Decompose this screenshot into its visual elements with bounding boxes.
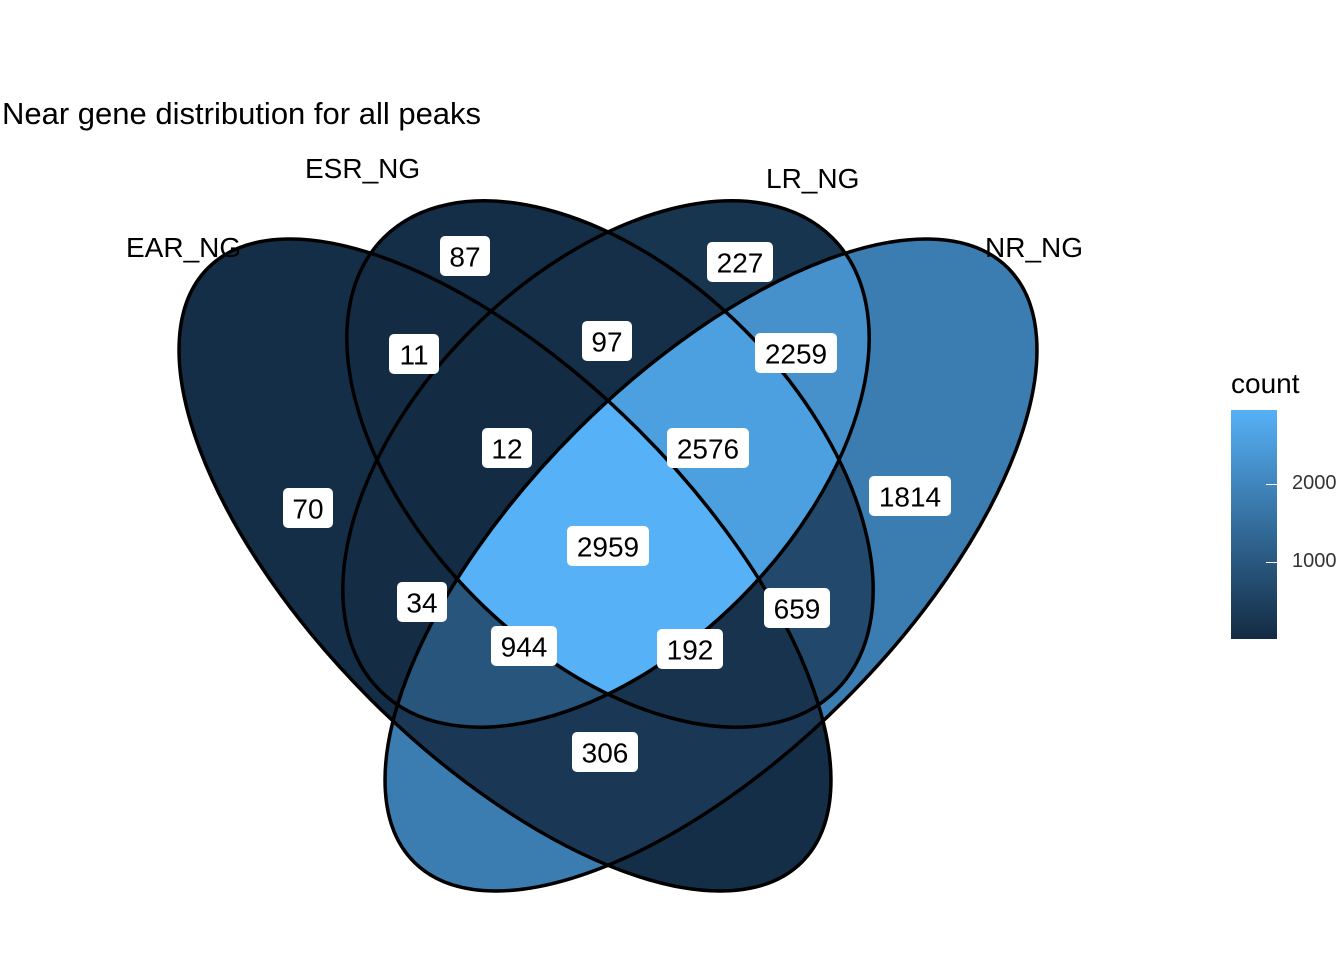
count-box xyxy=(667,428,749,468)
ellipse-ESR xyxy=(345,199,875,729)
region-label-EAR-LR: 34 xyxy=(397,582,447,622)
ellipse-NR xyxy=(383,237,1039,893)
count-box xyxy=(582,321,632,361)
region-label-ESR-LR-NR: 2576 xyxy=(667,428,749,468)
legend-tick-label: 1000 xyxy=(1292,550,1337,573)
count-value: 97 xyxy=(591,327,622,358)
count-box xyxy=(397,582,447,622)
count-box xyxy=(389,334,439,374)
count-value: 192 xyxy=(667,635,714,666)
count-value: 87 xyxy=(449,242,480,273)
region-label-ESR-NR: 659 xyxy=(764,588,830,628)
count-value: 2259 xyxy=(765,339,827,370)
count-box xyxy=(491,626,557,666)
legend-tick xyxy=(1266,484,1277,486)
count-value: 944 xyxy=(501,632,548,663)
region-label-NR: 1814 xyxy=(869,476,951,516)
count-box xyxy=(869,476,951,516)
set-label-EAR: EAR_NG xyxy=(126,232,241,263)
count-value: 70 xyxy=(292,494,323,525)
count-value: 306 xyxy=(582,738,629,769)
count-box xyxy=(755,333,837,373)
region-label-LR: 227 xyxy=(707,242,773,282)
chart-title: Near gene distribution for all peaks xyxy=(2,96,482,131)
region-label-EAR-LR-NR: 944 xyxy=(491,626,557,666)
set-label-LR: LR_NG xyxy=(766,163,859,194)
legend-tick-label: 2000 xyxy=(1292,472,1337,495)
region-label-EAR: 70 xyxy=(283,488,333,528)
ellipse-LR xyxy=(341,199,871,729)
count-box xyxy=(440,236,490,276)
count-value: 659 xyxy=(774,594,821,625)
count-box xyxy=(567,526,649,566)
count-value: 2576 xyxy=(677,434,739,465)
set-label-ESR: ESR_NG xyxy=(305,153,420,184)
legend-title: count xyxy=(1231,368,1300,399)
region-label-EAR-ESR-NR: 192 xyxy=(657,629,723,669)
count-value: 1814 xyxy=(879,482,941,513)
count-box xyxy=(764,588,830,628)
count-value: 2959 xyxy=(577,532,639,563)
count-value: 12 xyxy=(491,434,522,465)
region-label-EAR-ESR-LR: 12 xyxy=(482,428,532,468)
ellipse-EAR xyxy=(177,237,833,893)
count-value: 11 xyxy=(399,340,428,371)
region-label-LR-NR: 2259 xyxy=(755,333,837,373)
count-box xyxy=(482,428,532,468)
set-label-NR: NR_NG xyxy=(985,232,1083,263)
legend-tick xyxy=(1266,562,1277,564)
region-label-ESR: 87 xyxy=(440,236,490,276)
region-label-EAR-NR: 306 xyxy=(572,732,638,772)
count-box xyxy=(283,488,333,528)
region-label-EAR-ESR-LR-NR: 2959 xyxy=(567,526,649,566)
region-label-EAR-ESR: 11 xyxy=(389,334,439,374)
count-box xyxy=(572,732,638,772)
count-value: 227 xyxy=(717,248,764,279)
count-box xyxy=(657,629,723,669)
region-label-ESR-LR: 97 xyxy=(582,321,632,361)
legend-colorbar xyxy=(1231,410,1277,639)
count-value: 34 xyxy=(406,588,437,619)
count-box xyxy=(707,242,773,282)
